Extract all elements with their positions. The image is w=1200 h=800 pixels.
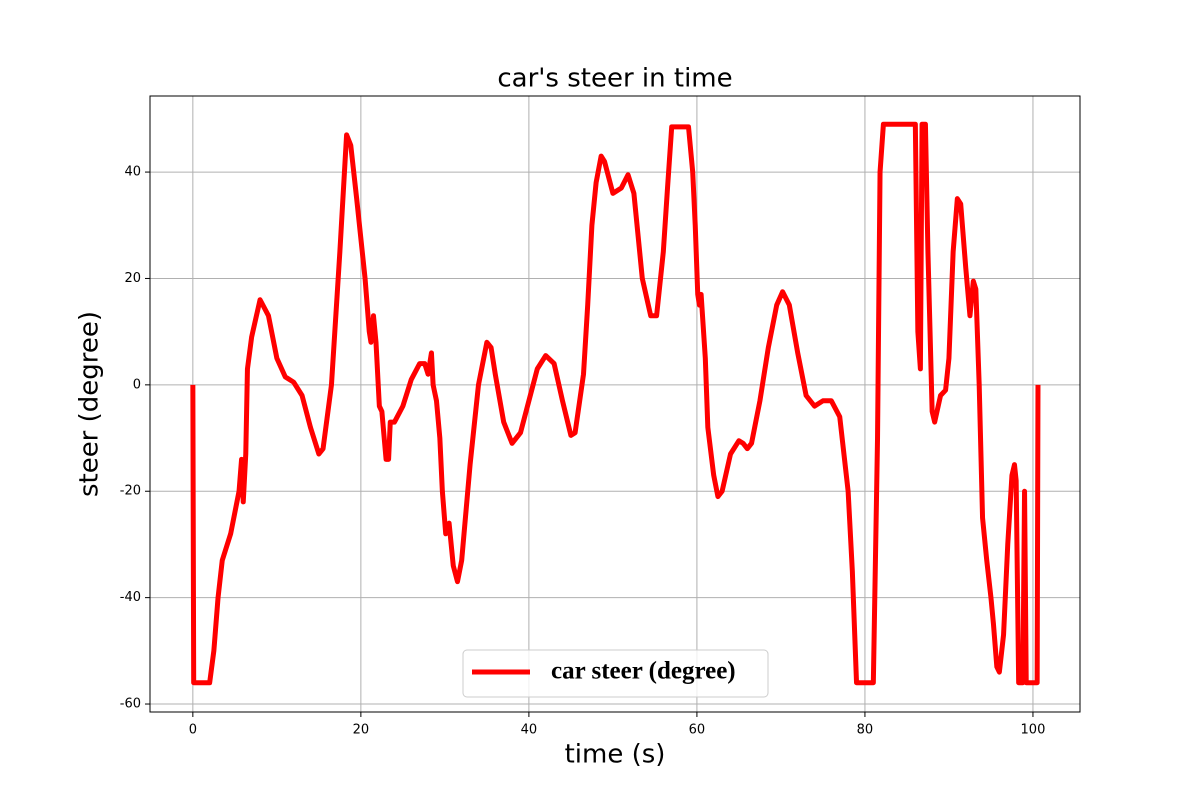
y-tick-label: -20 — [120, 484, 141, 499]
x-tick-label: 20 — [353, 723, 370, 738]
x-tick-label: 60 — [689, 723, 706, 738]
y-tick-label: -60 — [120, 697, 141, 712]
line-series — [190, 121, 1041, 686]
legend — [462, 649, 769, 698]
y-tick-label: 20 — [124, 271, 141, 286]
y-tick-label: 0 — [133, 377, 141, 392]
x-tick-label: 0 — [189, 723, 197, 738]
x-tick-label: 80 — [857, 723, 874, 738]
x-axis-label: time (s) — [565, 740, 666, 770]
plot-frame — [149, 95, 1081, 713]
x-tick-label: 100 — [1021, 723, 1046, 738]
y-tick-label: 40 — [124, 165, 141, 180]
chart-title: car's steer in time — [497, 64, 732, 94]
y-tick-label: -40 — [120, 590, 141, 605]
legend-label: car steer (degree) — [551, 658, 736, 685]
y-axis-label: steer (degree) — [75, 311, 105, 497]
x-tick-label: 40 — [521, 723, 538, 738]
